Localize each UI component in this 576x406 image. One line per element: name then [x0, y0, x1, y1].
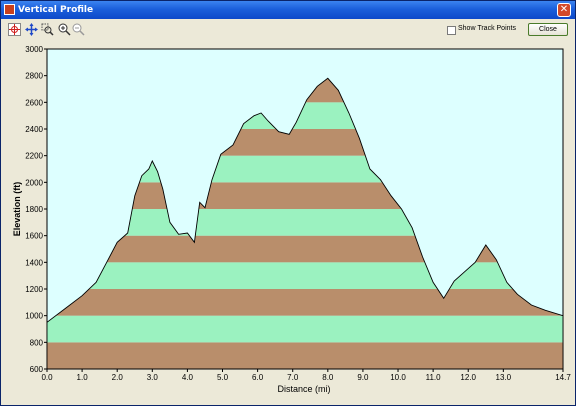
- y-tick-label: 2200: [25, 152, 43, 161]
- elevation-profile-chart: 600 800 1000 1200 1400 1600 1800 2000 2200 2400 26…: [12, 45, 571, 394]
- elevation-band: [47, 289, 563, 316]
- y-tick-label: 2800: [25, 72, 43, 81]
- y-tick-label: 2000: [25, 178, 43, 187]
- window-close-button[interactable]: ✕: [557, 3, 571, 17]
- toolbar: Show Track Points Close: [1, 19, 575, 41]
- show-track-points-label[interactable]: Show Track Points: [458, 25, 516, 32]
- zoom-in-icon[interactable]: [58, 23, 71, 36]
- y-tick-label: 1200: [25, 285, 43, 294]
- x-tick-label: 8.0: [322, 373, 334, 382]
- y-tick-label: 1800: [25, 205, 43, 214]
- window-title: Vertical Profile: [18, 5, 94, 15]
- x-tick-label: 1.0: [77, 373, 89, 382]
- y-tick-label: 1400: [25, 258, 43, 267]
- y-tick-label: 800: [30, 338, 44, 347]
- elevation-band: [47, 315, 563, 343]
- y-tick-label: 2600: [25, 98, 43, 107]
- x-tick-label: 11.0: [426, 373, 442, 382]
- x-tick-label: 0.0: [41, 373, 53, 382]
- y-tick-label: 2400: [25, 125, 43, 134]
- y-axis-label: Elevation (ft): [12, 182, 22, 237]
- x-tick-label: 14.7: [555, 373, 571, 382]
- title-bar[interactable]: Vertical Profile ✕: [1, 1, 575, 19]
- app-icon: [4, 4, 15, 15]
- y-tick-label: 600: [30, 365, 44, 374]
- zoom-rect-icon[interactable]: [41, 23, 54, 36]
- x-tick-label: 12.0: [460, 373, 476, 382]
- x-tick-label: 3.0: [147, 373, 159, 382]
- x-tick-label: 9.0: [357, 373, 369, 382]
- x-tick-label: 6.0: [252, 373, 264, 382]
- select-cross-icon[interactable]: [8, 23, 21, 36]
- elevation-band: [47, 262, 563, 289]
- x-tick-label: 13.0: [496, 373, 512, 382]
- x-tick-label: 7.0: [287, 373, 299, 382]
- x-tick-label: 5.0: [217, 373, 229, 382]
- y-tick-label: 3000: [25, 45, 43, 54]
- zoom-out-icon[interactable]: [72, 23, 85, 36]
- show-track-points-checkbox[interactable]: [447, 26, 456, 35]
- x-tick-label: 10.0: [390, 373, 406, 382]
- pan-icon[interactable]: [25, 23, 38, 36]
- close-button[interactable]: Close: [528, 23, 568, 36]
- x-tick-label: 4.0: [182, 373, 194, 382]
- x-tick-label: 2.0: [112, 373, 124, 382]
- x-axis-label: Distance (mi): [277, 384, 330, 394]
- y-tick-label: 1000: [25, 312, 43, 321]
- profile-line: [46, 77, 564, 370]
- y-tick-label: 1600: [25, 232, 43, 241]
- elevation-band: [47, 342, 563, 369]
